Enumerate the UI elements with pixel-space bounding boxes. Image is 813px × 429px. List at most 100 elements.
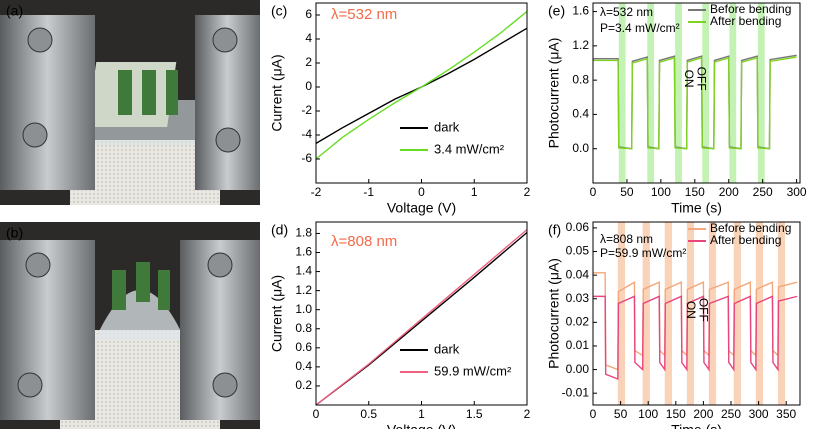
x-tick-label: 150 xyxy=(685,185,705,199)
panel-label: (d) xyxy=(271,222,288,238)
shaded-interval xyxy=(642,222,650,405)
annotation: ON xyxy=(684,301,698,319)
annotation: λ=808 nm xyxy=(331,233,397,250)
legend-label: Before bending xyxy=(710,221,791,235)
y-tick-label: 0.0 xyxy=(572,141,589,155)
annotation: λ=808 nm xyxy=(600,232,653,246)
chart: 0 50 100 150 200 250 300 0.0 0.4 0.8 1.2 1.6 Time (s… xyxy=(546,2,807,216)
y-axis-label: Current (μA) xyxy=(269,54,285,131)
data-line xyxy=(315,10,528,160)
y-tick-label: 0.8 xyxy=(295,321,312,335)
shaded-interval xyxy=(686,222,695,405)
panel-label: (c) xyxy=(271,3,287,19)
y-axis-label: Photocurrent (μA) xyxy=(546,258,562,369)
plot-frame xyxy=(592,2,801,184)
shaded-interval xyxy=(777,222,786,405)
y-tick-label: 2 xyxy=(305,55,312,69)
annotation: λ=532 nm xyxy=(331,6,397,23)
y-tick-label: 4 xyxy=(305,31,312,45)
legend-label: dark xyxy=(434,119,460,134)
x-tick-label: 0 xyxy=(590,185,597,199)
legend-label: dark xyxy=(434,341,460,356)
shaded-interval xyxy=(755,222,764,405)
y-tick-label: 0.01 xyxy=(566,338,590,352)
x-axis-label: Voltage (V) xyxy=(387,422,456,429)
shaded-interval xyxy=(733,222,741,405)
annotation: P=3.4 mW/cm² xyxy=(600,21,680,35)
legend-label: After bending xyxy=(710,233,781,247)
y-tick-label: 1.2 xyxy=(572,38,589,52)
y-tick-label: 0.00 xyxy=(566,362,590,376)
annotation: P=59.9 mW/cm² xyxy=(600,246,686,260)
x-tick-label: 200 xyxy=(693,407,713,421)
y-tick-label: 0.04 xyxy=(566,267,590,281)
x-tick-label: 0 xyxy=(418,185,425,199)
x-tick-label: 100 xyxy=(651,185,671,199)
shaded-interval xyxy=(647,3,655,183)
annotation: λ=532 nm xyxy=(600,5,653,19)
x-axis-label: Voltage (V) xyxy=(387,200,456,216)
annotation: OFF xyxy=(697,298,711,322)
chart: -2 -1 0 1 2 -6 -4 -2 0 2 4 6 Voltage (V) Current (μA)… xyxy=(269,2,531,216)
x-tick-label: 2 xyxy=(524,407,531,421)
legend-label: 59.9 mW/cm² xyxy=(434,363,512,378)
x-tick-label: 0 xyxy=(313,407,320,421)
x-tick-label: 250 xyxy=(753,185,773,199)
y-tick-label: 0.03 xyxy=(566,291,590,305)
shaded-interval xyxy=(708,222,717,405)
x-tick-label: 350 xyxy=(776,407,796,421)
y-tick-label: -0.01 xyxy=(562,385,590,399)
x-tick-label: 0 xyxy=(590,407,597,421)
data-line xyxy=(593,56,797,150)
x-tick-label: 200 xyxy=(719,185,739,199)
chart: 0 0.5 1 1.5 2 0.2 0.4 0.6 0.8 1.0 1.2 1.4 1.6 1.8 Volt… xyxy=(269,221,531,429)
shaded-interval xyxy=(664,222,672,405)
legend-label: Before bending xyxy=(710,2,791,16)
x-tick-label: 250 xyxy=(721,407,741,421)
x-axis-label: Time (s) xyxy=(671,422,722,429)
y-tick-label: 1.6 xyxy=(572,4,589,18)
y-tick-label: 1.0 xyxy=(295,302,312,316)
photo-a xyxy=(0,0,260,205)
data-line xyxy=(315,229,528,406)
y-tick-label: 0.2 xyxy=(295,378,312,392)
plot-frame xyxy=(592,221,801,406)
data-line xyxy=(593,54,797,150)
shaded-interval xyxy=(729,3,737,183)
y-tick-label: 0.05 xyxy=(566,244,590,258)
x-tick-label: 150 xyxy=(666,407,686,421)
y-tick-label: 6 xyxy=(305,7,312,21)
legend-label: After bending xyxy=(710,14,781,28)
y-tick-label: -2 xyxy=(301,103,312,117)
shaded-interval xyxy=(618,3,626,183)
data-line xyxy=(315,27,528,145)
panel-label: (b) xyxy=(6,225,23,241)
y-tick-label: 0 xyxy=(305,79,312,93)
shaded-interval xyxy=(675,3,682,183)
y-axis-label: Current (μA) xyxy=(269,275,285,352)
x-tick-label: -2 xyxy=(311,185,322,199)
x-tick-label: 50 xyxy=(614,407,628,421)
y-tick-label: -4 xyxy=(301,127,312,141)
x-tick-label: 1 xyxy=(418,407,425,421)
y-tick-label: 0.6 xyxy=(295,340,312,354)
data-line xyxy=(593,295,798,381)
shaded-interval xyxy=(617,222,626,405)
y-tick-label: 0.4 xyxy=(295,359,312,373)
annotation: OFF xyxy=(694,67,708,91)
x-tick-label: 100 xyxy=(638,407,658,421)
x-tick-label: 2 xyxy=(524,185,531,199)
y-tick-label: 1.8 xyxy=(295,226,312,240)
x-axis-label: Time (s) xyxy=(671,200,722,216)
chart: 0 50 100 150 200 250 300 350 -0.01 0.00 0.01 0.02 0.… xyxy=(546,220,801,429)
panel-label: (f) xyxy=(548,222,561,238)
x-tick-label: 1.5 xyxy=(466,407,483,421)
panel-label: (e) xyxy=(548,3,565,19)
x-tick-label: 300 xyxy=(787,185,807,199)
x-tick-label: 1 xyxy=(471,185,478,199)
y-tick-label: 1.6 xyxy=(295,245,312,259)
x-tick-label: 300 xyxy=(749,407,769,421)
y-tick-label: 0.4 xyxy=(572,107,589,121)
shaded-interval xyxy=(757,3,765,183)
